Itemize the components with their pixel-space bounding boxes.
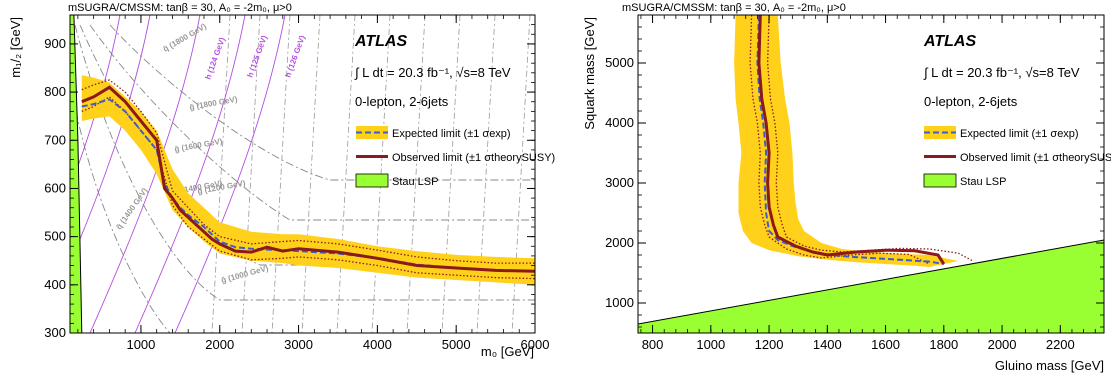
y-tick-label: 600 bbox=[44, 180, 66, 195]
y-tick-label: 3000 bbox=[605, 175, 634, 190]
x-tick-label: 1000 bbox=[126, 337, 155, 352]
y-tick-label: 400 bbox=[44, 277, 66, 292]
gluino-contour bbox=[74, 24, 535, 301]
left-y-axis-title: m₁/₂ [GeV] bbox=[8, 17, 23, 78]
x-tick-label: 2200 bbox=[1046, 337, 1075, 352]
x-tick-label: 1800 bbox=[929, 337, 958, 352]
left-atlas-label: ATLAS bbox=[354, 33, 407, 50]
left-legend-expected-swatch bbox=[356, 126, 388, 139]
higgs-contour bbox=[70, 15, 151, 265]
right-legend-expected-swatch bbox=[924, 126, 956, 139]
x-tick-label: 5000 bbox=[442, 337, 471, 352]
right-expected-band bbox=[734, 15, 959, 267]
x-tick-label: 800 bbox=[642, 337, 664, 352]
right-axis-ticks: 800 1000 1200 1400 1600 1800 2000 2200 1000 2000 3… bbox=[605, 14, 1104, 352]
x-tick-label: 4000 bbox=[363, 337, 392, 352]
x-tick-label: 6000 bbox=[521, 337, 550, 352]
observed-theory-upper-line bbox=[81, 79, 535, 264]
left-stau-lsp-region bbox=[70, 15, 83, 333]
left-frame bbox=[69, 14, 536, 334]
y-tick-label: 4000 bbox=[605, 115, 634, 130]
observed-theory-upper-line bbox=[766, 15, 974, 262]
right-y-axis-title: Squark mass [GeV] bbox=[582, 17, 597, 130]
right-panel: mSUGRA/CMSSM: tanβ = 30, A₀ = -2m₀, μ>0 … bbox=[582, 2, 1111, 373]
y-tick-label: 2000 bbox=[605, 235, 634, 250]
gluino-contour bbox=[89, 24, 535, 221]
right-frame bbox=[637, 14, 1105, 334]
x-tick-label: 1400 bbox=[813, 337, 842, 352]
left-limit-lines bbox=[81, 79, 535, 280]
x-tick-label: 2000 bbox=[205, 337, 234, 352]
x-tick-label: 1600 bbox=[871, 337, 900, 352]
right-stau-lsp-region bbox=[638, 239, 1104, 333]
right-limit-lines bbox=[749, 15, 974, 265]
right-legend: Expected limit (±1 σexp) Observed limit … bbox=[923, 126, 1111, 188]
expected-band bbox=[734, 15, 959, 267]
left-legend: Expected limit (±1 σexp) Observed limit … bbox=[355, 126, 555, 188]
y-tick-label: 1000 bbox=[605, 295, 634, 310]
left-legend-observed-text: Observed limit (±1 σtheorySUSY) bbox=[392, 152, 555, 164]
right-legend-expected-text: Expected limit (±1 σexp) bbox=[960, 128, 1079, 140]
left-legend-stau-swatch bbox=[355, 173, 389, 188]
y-tick-label: 5000 bbox=[605, 55, 634, 70]
expected-limit-line bbox=[81, 98, 535, 273]
gluino-contour bbox=[109, 24, 535, 181]
gluino-contour bbox=[70, 79, 171, 333]
x-tick-label: 3000 bbox=[284, 337, 313, 352]
right-lumi-label: ∫ L dt = 20.3 fb⁻¹, √s=8 TeV bbox=[923, 65, 1080, 80]
higgs-contour bbox=[174, 15, 286, 333]
y-tick-label: 700 bbox=[44, 132, 66, 147]
stau-lsp-region bbox=[638, 239, 1104, 333]
x-tick-label: 2000 bbox=[988, 337, 1017, 352]
right-legend-stau-text: Stau LSP bbox=[960, 176, 1006, 188]
observed-limit-line bbox=[81, 85, 535, 273]
expected-band bbox=[81, 75, 535, 285]
right-atlas-label: ATLAS bbox=[923, 33, 976, 50]
right-legend-observed-text: Observed limit (±1 σtheorySUSY) bbox=[960, 152, 1111, 164]
x-tick-label: 1000 bbox=[696, 337, 725, 352]
right-selection-label: 0-lepton, 2-6jets bbox=[924, 94, 1018, 109]
left-x-axis-title: m₀ [GeV] bbox=[481, 344, 534, 359]
left-expected-band bbox=[81, 75, 535, 285]
y-tick-label: 500 bbox=[44, 229, 66, 244]
left-legend-stau-text: Stau LSP bbox=[392, 176, 438, 188]
y-tick-label: 300 bbox=[44, 325, 66, 340]
left-lumi-label: ∫ L dt = 20.3 fb⁻¹, √s=8 TeV bbox=[354, 65, 511, 80]
right-legend-stau-swatch bbox=[923, 173, 957, 188]
observed-theory-lower-line bbox=[749, 15, 930, 265]
left-header: mSUGRA/CMSSM: tanβ = 30, A₀ = -2m₀, μ>0 bbox=[68, 2, 292, 14]
higgs-contour bbox=[134, 15, 246, 333]
y-tick-label: 800 bbox=[44, 84, 66, 99]
left-selection-label: 0-lepton, 2-6jets bbox=[355, 94, 449, 109]
stau-lsp-region bbox=[70, 15, 83, 333]
right-x-axis-title: Gluino mass [GeV] bbox=[995, 358, 1104, 373]
observed-limit-line bbox=[757, 15, 946, 265]
x-tick-label: 1200 bbox=[755, 337, 784, 352]
left-axis-ticks: 1000 2000 3000 4000 5000 6000 300 400 500 600 700 8… bbox=[44, 14, 550, 352]
right-header: mSUGRA/CMSSM: tanβ = 30, A₀ = -2m₀, μ>0 bbox=[622, 2, 846, 14]
y-tick-label: 900 bbox=[44, 36, 66, 51]
left-panel: mSUGRA/CMSSM: tanβ = 30, A₀ = -2m₀, μ>0 … bbox=[8, 2, 555, 359]
left-legend-expected-text: Expected limit (±1 σexp) bbox=[392, 128, 511, 140]
